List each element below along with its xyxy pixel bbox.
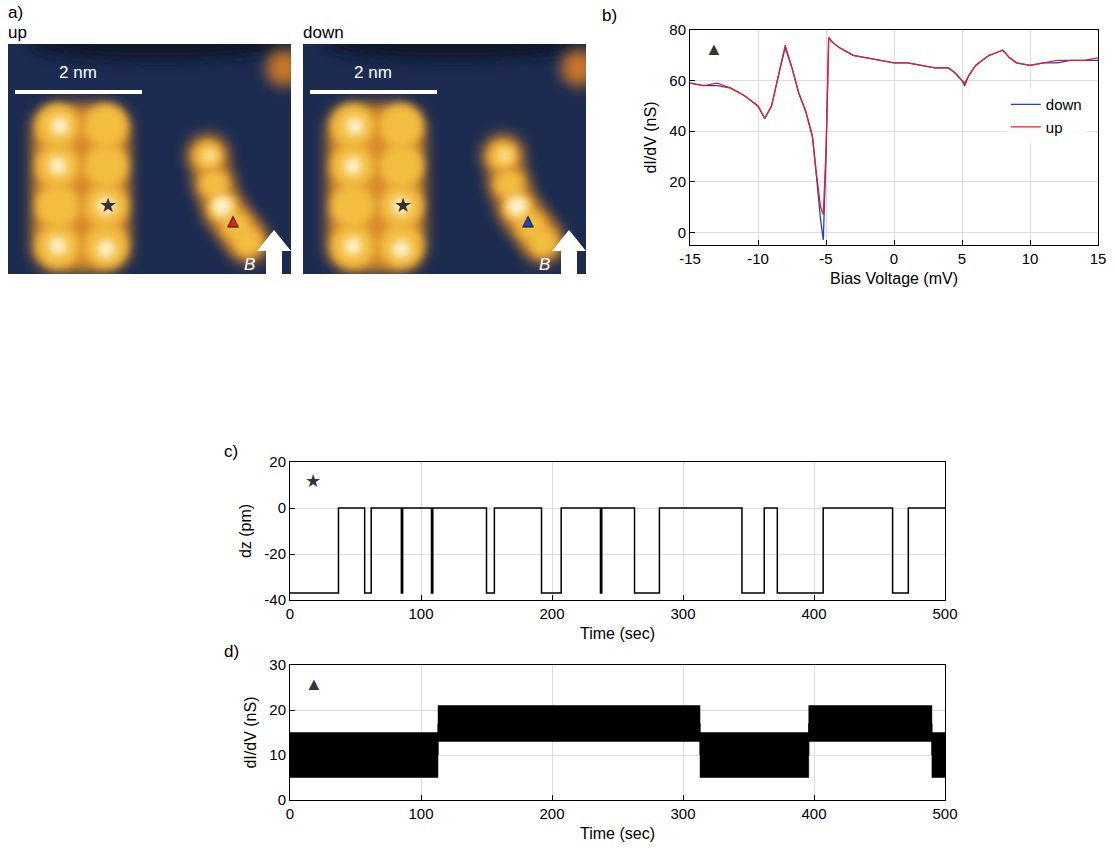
svg-text:200: 200 xyxy=(539,605,564,622)
svg-text:20: 20 xyxy=(669,173,686,190)
svg-text:★: ★ xyxy=(394,194,412,216)
svg-text:60: 60 xyxy=(669,72,686,89)
svg-text:dz (pm): dz (pm) xyxy=(237,504,254,558)
svg-text:dI/dV (nS): dI/dV (nS) xyxy=(642,101,659,173)
svg-text:100: 100 xyxy=(408,805,433,822)
svg-text:★: ★ xyxy=(305,471,321,491)
svg-text:300: 300 xyxy=(670,805,695,822)
svg-text:10: 10 xyxy=(269,746,286,763)
svg-text:2 nm: 2 nm xyxy=(354,63,392,82)
svg-text:a): a) xyxy=(8,3,23,22)
svg-text:100: 100 xyxy=(408,605,433,622)
svg-text:down: down xyxy=(303,23,344,42)
svg-text:up: up xyxy=(8,23,27,42)
svg-text:200: 200 xyxy=(539,805,564,822)
svg-text:d): d) xyxy=(224,642,239,661)
svg-text:-5: -5 xyxy=(819,250,832,267)
svg-text:▲: ▲ xyxy=(305,674,323,694)
svg-text:5: 5 xyxy=(958,250,966,267)
svg-text:▲: ▲ xyxy=(519,211,537,231)
svg-text:▲: ▲ xyxy=(224,211,242,231)
svg-text:400: 400 xyxy=(801,805,826,822)
svg-text:Bias Voltage (mV): Bias Voltage (mV) xyxy=(830,270,958,287)
svg-text:300: 300 xyxy=(670,605,695,622)
svg-text:0: 0 xyxy=(286,605,294,622)
svg-text:B: B xyxy=(244,255,255,274)
svg-text:2 nm: 2 nm xyxy=(59,63,97,82)
svg-text:500: 500 xyxy=(932,605,957,622)
svg-text:★: ★ xyxy=(99,194,117,216)
svg-text:0: 0 xyxy=(678,224,686,241)
svg-text:500: 500 xyxy=(932,805,957,822)
svg-text:400: 400 xyxy=(801,605,826,622)
svg-text:0: 0 xyxy=(278,791,286,808)
svg-text:Time (sec): Time (sec) xyxy=(580,625,655,642)
svg-text:c): c) xyxy=(224,442,238,461)
svg-text:down: down xyxy=(1046,96,1082,113)
svg-text:-10: -10 xyxy=(747,250,769,267)
svg-text:-40: -40 xyxy=(264,591,286,608)
svg-text:dI/dV (nS): dI/dV (nS) xyxy=(242,696,259,768)
svg-text:10: 10 xyxy=(1022,250,1039,267)
svg-text:Time (sec): Time (sec) xyxy=(580,825,655,842)
svg-text:b): b) xyxy=(602,6,617,25)
svg-text:-20: -20 xyxy=(264,545,286,562)
svg-text:80: 80 xyxy=(669,21,686,38)
svg-text:40: 40 xyxy=(669,122,686,139)
svg-text:15: 15 xyxy=(1090,250,1107,267)
svg-text:▲: ▲ xyxy=(705,39,723,59)
svg-text:0: 0 xyxy=(286,805,294,822)
svg-text:30: 30 xyxy=(269,656,286,673)
svg-text:-15: -15 xyxy=(679,250,701,267)
svg-text:up: up xyxy=(1046,119,1063,136)
svg-text:0: 0 xyxy=(890,250,898,267)
svg-text:B: B xyxy=(539,255,550,274)
svg-text:20: 20 xyxy=(269,453,286,470)
svg-text:0: 0 xyxy=(278,499,286,516)
svg-text:20: 20 xyxy=(269,701,286,718)
